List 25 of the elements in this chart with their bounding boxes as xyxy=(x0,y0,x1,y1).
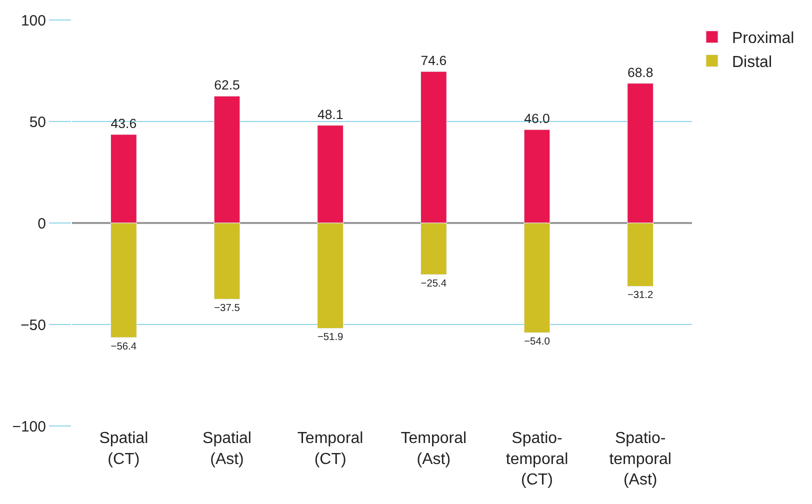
x-tick-label: Spatio- temporal (Ast) xyxy=(609,430,672,489)
y-tick-label: 100 xyxy=(20,12,46,30)
data-label: 48.1 xyxy=(317,106,344,122)
data-label: −51.9 xyxy=(317,332,344,344)
data-label: 74.6 xyxy=(420,53,447,68)
y-tick-label: −100 xyxy=(12,418,46,436)
data-label: −31.2 xyxy=(627,290,654,302)
y-tick-label: 50 xyxy=(29,114,46,131)
data-label: −25.4 xyxy=(420,278,447,290)
data-label: −56.4 xyxy=(110,341,137,352)
legend-label: Distal xyxy=(732,54,772,71)
data-label: 68.8 xyxy=(627,64,654,80)
x-tick-label: Temporal (Ast) xyxy=(400,430,467,468)
data-label: −54.0 xyxy=(524,336,550,348)
legend-label: Proximal xyxy=(732,30,794,48)
data-label: 62.5 xyxy=(214,78,240,93)
x-tick-label: Spatial (Ast) xyxy=(202,430,252,468)
y-tick-label: −50 xyxy=(20,316,46,334)
x-tick-label: Spatio- temporal (CT) xyxy=(506,430,568,489)
data-label: 43.6 xyxy=(110,116,137,131)
data-label: −37.5 xyxy=(214,302,240,314)
x-tick-label: Temporal (CT) xyxy=(297,430,364,468)
data-label: 46.0 xyxy=(524,111,550,126)
y-tick-label: 0 xyxy=(38,215,46,232)
x-tick-label: Spatial (CT) xyxy=(99,430,148,468)
